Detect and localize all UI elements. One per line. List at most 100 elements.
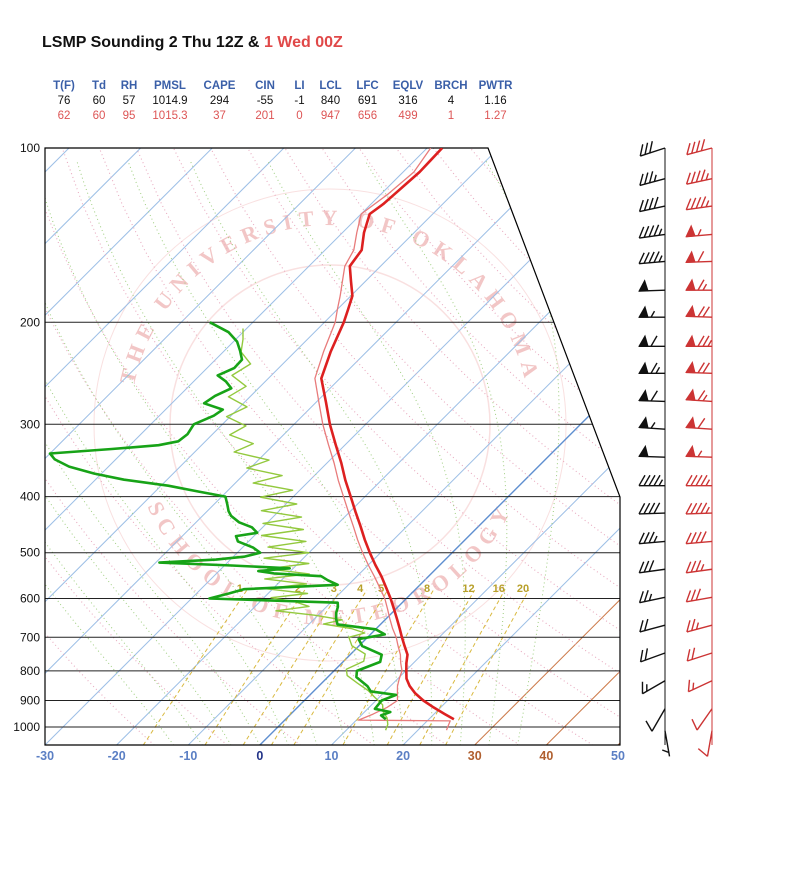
index-header: PWTR <box>478 80 513 92</box>
mixing-ratio-line <box>445 589 530 745</box>
index-value-00z: 201 <box>255 110 275 122</box>
mixing-ratio-label: 3 <box>331 583 337 595</box>
mixing-ratio-label: 5 <box>378 583 384 595</box>
index-value-00z: 60 <box>92 110 106 122</box>
index-header: LI <box>294 80 305 92</box>
dry-adiabat <box>45 148 228 745</box>
isotherm--40 <box>45 148 571 745</box>
index-col-pmsl: PMSL 1014.9 1015.3 <box>144 79 196 124</box>
temp-label: -10 <box>179 749 197 763</box>
index-header: LFC <box>356 80 379 92</box>
index-value-12z: 1.16 <box>484 95 507 107</box>
wind-barbs-00z <box>685 139 713 757</box>
index-header: Td <box>91 80 107 92</box>
isotherm--100 <box>45 148 141 745</box>
index-col-lcl: LCL 840 947 <box>312 79 349 124</box>
mixing-ratio-line <box>142 589 248 745</box>
index-value-00z: 1 <box>447 110 455 122</box>
pressure-label: 900 <box>20 694 40 708</box>
index-col-td: Td 60 60 <box>84 79 114 124</box>
mixing-ratio-line <box>270 589 368 745</box>
pressure-label: 200 <box>20 315 40 329</box>
dry-adiabat <box>247 148 620 745</box>
pressure-label: 500 <box>20 546 40 560</box>
mixing-ratio-label: 12 <box>462 583 474 595</box>
page-title: LSMP Sounding 2 Thu 12Z & 1 Wed 00Z <box>42 34 343 52</box>
dewpoint-trace-00z <box>225 328 389 731</box>
mixing-ratio-label: 2 <box>295 583 301 595</box>
index-value-12z: 294 <box>209 95 230 107</box>
index-value-12z: 316 <box>398 95 418 107</box>
index-col-eqlv: EQLV 316 499 <box>386 79 430 124</box>
index-value-12z: 60 <box>92 95 106 107</box>
index-col-tf: T(F) 76 62 <box>44 79 84 124</box>
isotherm--110 <box>45 148 70 745</box>
temp-label: -30 <box>36 749 54 763</box>
isotherm-40 <box>546 148 620 745</box>
temp-label: 50 <box>611 749 625 763</box>
dry-adiabat <box>45 148 301 745</box>
pressure-label: 100 <box>20 141 40 155</box>
isotherm--50 <box>45 148 500 745</box>
plot-border <box>44 147 621 746</box>
isotherm-20 <box>402 148 620 745</box>
watermark-top-text: THE UNIVERSITY OF OKLAHOMA <box>114 205 545 387</box>
wind-barbs-12z <box>638 141 671 757</box>
index-col-pwtr: PWTR 1.16 1.27 <box>472 79 519 124</box>
pressure-label: 700 <box>20 630 40 644</box>
index-value-12z: 76 <box>57 95 71 107</box>
title-second: 1 Wed 00Z <box>263 34 343 51</box>
dry-adiabat <box>395 148 620 745</box>
isotherm--70 <box>45 148 356 745</box>
temperature-axis-labels: -30 -20 -10 0 10 20 30 40 50 <box>36 749 625 763</box>
isotherm--90 <box>45 148 213 745</box>
title-main: LSMP Sounding 2 Thu 12Z & <box>42 34 264 51</box>
isotherm-10 <box>331 148 620 745</box>
mixing-ratio-label: 8 <box>424 583 430 595</box>
index-value-12z: 4 <box>447 95 455 107</box>
mixing-ratio-line <box>342 589 434 745</box>
index-header: RH <box>120 80 138 92</box>
mixing-ratio-label: 4 <box>357 583 364 595</box>
index-header: BRCH <box>434 80 468 92</box>
pressure-label: 300 <box>20 417 40 431</box>
moist-adiabat <box>45 160 232 745</box>
moist-adiabat <box>364 160 508 745</box>
isotherm--80 <box>45 148 285 745</box>
index-value-12z: 691 <box>357 95 378 107</box>
temp-label: 30 <box>468 749 482 763</box>
index-header: PMSL <box>154 80 186 92</box>
temp-label: 40 <box>539 749 553 763</box>
index-value-12z: 840 <box>320 95 341 107</box>
index-value-12z: 57 <box>122 95 136 107</box>
temp-label: 20 <box>396 749 410 763</box>
dewpoint-trace-12z <box>48 321 398 721</box>
mixing-ratio-line <box>419 589 506 745</box>
mixing-ratio-label: 20 <box>517 583 529 595</box>
pressure-axis-labels: 100 200 300 400 500 600 700 800 900 1000 <box>13 141 40 734</box>
temperature-trace-12z <box>319 148 455 721</box>
index-header: CAPE <box>203 80 236 92</box>
temp-label: 10 <box>325 749 339 763</box>
dry-adiabat <box>469 148 620 745</box>
index-value-00z: 37 <box>213 110 226 122</box>
index-value-00z: 947 <box>320 110 341 122</box>
index-col-lfc: LFC 691 656 <box>349 79 386 124</box>
index-header: LCL <box>319 80 342 92</box>
pressure-label: 1000 <box>13 720 40 734</box>
moist-adiabat <box>485 160 560 745</box>
indices-table: T(F) 76 62 Td 60 60 RH 57 95 PMSL 1014.9 1015.3 CAPE… <box>44 79 519 124</box>
mixing-ratio-line <box>204 589 306 745</box>
index-value-00z: 95 <box>122 110 136 122</box>
index-value-00z: 1.27 <box>484 110 507 122</box>
mixing-ratio-line <box>386 589 476 745</box>
index-value-12z: -55 <box>256 95 274 107</box>
index-value-00z: 656 <box>357 110 378 122</box>
index-header: T(F) <box>53 80 75 92</box>
pressure-label: 800 <box>20 664 40 678</box>
index-col-cape: CAPE 294 37 <box>196 79 243 124</box>
mixing-ratio-line <box>293 589 389 745</box>
index-value-12z: -1 <box>294 95 305 107</box>
isotherm-0 <box>259 148 620 745</box>
